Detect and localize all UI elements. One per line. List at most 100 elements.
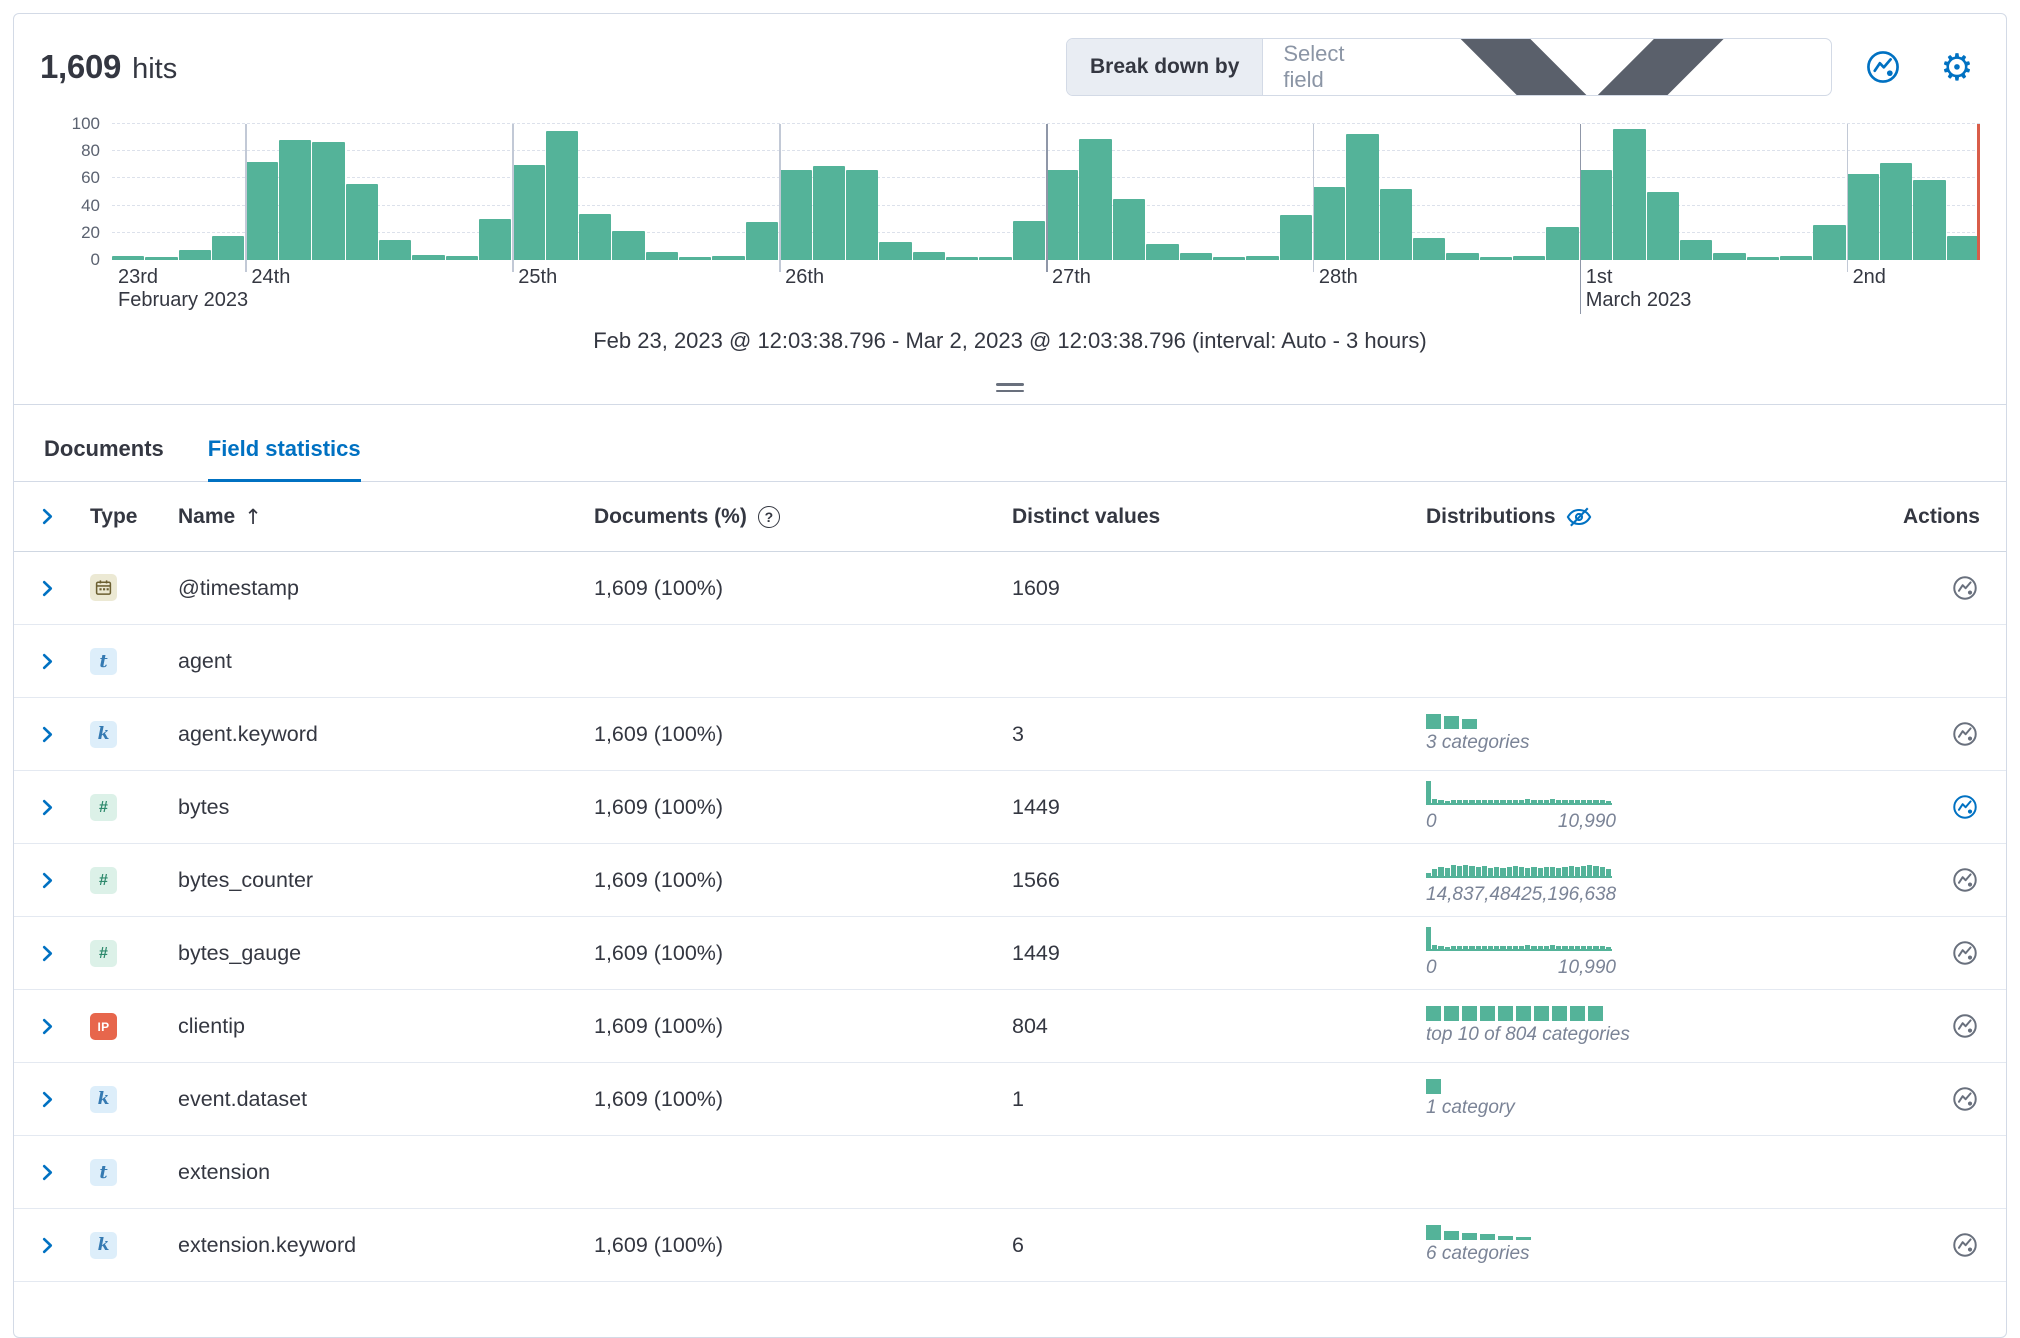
histogram-bar[interactable] — [1746, 257, 1779, 260]
histogram-bar[interactable] — [112, 255, 145, 260]
histogram-bar[interactable] — [245, 162, 278, 260]
histogram-bar[interactable] — [1312, 186, 1346, 260]
histogram-bar[interactable] — [712, 255, 745, 260]
eye-slash-icon[interactable] — [1565, 503, 1593, 531]
histogram-bar[interactable] — [1813, 224, 1846, 260]
chart-stats-button[interactable] — [1860, 44, 1906, 90]
expand-row-button[interactable] — [34, 1086, 60, 1112]
tab-field-statistics[interactable]: Field statistics — [207, 436, 361, 482]
histogram-bar[interactable] — [1479, 257, 1513, 260]
histogram-bar[interactable] — [178, 250, 212, 260]
field-stats-action-button[interactable] — [1950, 573, 1980, 603]
histogram-bar[interactable] — [145, 257, 178, 260]
histogram-bar[interactable] — [1713, 253, 1746, 260]
expand-row-button[interactable] — [34, 1013, 60, 1039]
histogram-bar[interactable] — [1379, 189, 1413, 260]
histogram-bar[interactable] — [1046, 170, 1079, 260]
histogram-bar[interactable] — [512, 164, 545, 260]
distribution-sliver — [1512, 800, 1519, 803]
histogram-bar[interactable] — [1179, 253, 1212, 260]
expand-row-button[interactable] — [34, 940, 60, 966]
histogram-bar[interactable] — [378, 239, 412, 260]
tab-documents[interactable]: Documents — [44, 436, 164, 461]
numeric-distribution[interactable] — [1426, 927, 1612, 951]
histogram-bar[interactable] — [1413, 238, 1446, 260]
histogram-bar[interactable] — [1779, 255, 1813, 260]
histogram-bar[interactable] — [1646, 192, 1679, 260]
field-stats-action-button[interactable] — [1950, 719, 1980, 749]
histogram-bar[interactable] — [1579, 170, 1613, 260]
histogram-bar[interactable] — [412, 254, 445, 260]
histogram-bar[interactable] — [1246, 255, 1279, 260]
histogram-bar[interactable] — [879, 242, 912, 260]
numeric-distribution[interactable] — [1426, 781, 1612, 805]
histogram-bar[interactable] — [1012, 220, 1046, 260]
histogram-bar[interactable] — [1913, 179, 1946, 260]
histogram-bar[interactable] — [1279, 215, 1312, 260]
histogram-bar[interactable] — [1112, 198, 1146, 260]
histogram-bar[interactable] — [579, 213, 612, 260]
histogram-bar[interactable] — [645, 251, 679, 260]
histogram-bar[interactable] — [1346, 133, 1379, 260]
question-circle-icon[interactable]: ? — [757, 505, 780, 528]
histogram-bar[interactable] — [1079, 138, 1112, 260]
chart-options-button[interactable]: ⚙ — [1934, 44, 1980, 90]
table-row: # bytes_counter 1,609 (100%) 1566 14,837,484… — [14, 844, 2006, 917]
histogram-bar[interactable] — [345, 183, 378, 260]
histogram-bar[interactable] — [1679, 239, 1713, 260]
histogram-bar[interactable] — [812, 166, 845, 260]
histogram-bar[interactable] — [445, 255, 478, 260]
histogram-bar[interactable] — [1880, 163, 1913, 260]
histogram-bar[interactable] — [1946, 235, 1980, 260]
histogram-bar[interactable] — [1613, 129, 1646, 260]
histogram-bar[interactable] — [779, 170, 812, 260]
expand-row-button[interactable] — [34, 721, 60, 747]
expand-row-button[interactable] — [34, 867, 60, 893]
category-distribution[interactable] — [1426, 714, 1886, 729]
histogram-bar[interactable] — [945, 257, 979, 260]
category-bar — [1462, 1232, 1477, 1240]
expand-row-button[interactable] — [34, 648, 60, 674]
numeric-distribution[interactable] — [1426, 854, 1612, 878]
histogram-bar[interactable] — [312, 141, 345, 260]
expand-row-button[interactable] — [34, 575, 60, 601]
histogram-bar[interactable] — [612, 231, 645, 260]
field-name: @timestamp — [178, 575, 299, 600]
expand-row-button[interactable] — [34, 1159, 60, 1185]
histogram-bar[interactable] — [1212, 257, 1246, 260]
expand-row-button[interactable] — [34, 1232, 60, 1258]
distribution-max: 10,990 — [1557, 957, 1616, 978]
histogram-bar[interactable] — [1546, 227, 1579, 260]
field-stats-action-button[interactable] — [1950, 938, 1980, 968]
histogram-bar[interactable] — [212, 235, 245, 260]
sort-asc-icon[interactable]: ↑ — [244, 504, 262, 529]
category-bar — [1444, 716, 1459, 729]
field-stats-action-button[interactable] — [1950, 865, 1980, 895]
histogram-bar[interactable] — [745, 221, 779, 260]
histogram-bar[interactable] — [679, 257, 712, 260]
histogram-bar[interactable] — [912, 251, 945, 260]
category-distribution[interactable] — [1426, 1006, 1886, 1021]
category-distribution[interactable] — [1426, 1079, 1886, 1094]
distribution-sliver — [1494, 945, 1500, 949]
field-stats-action-button[interactable] — [1950, 1084, 1980, 1114]
breakdown-field-select[interactable]: Select field — [1263, 39, 1831, 95]
histogram-bar[interactable] — [845, 170, 879, 260]
field-stats-action-button[interactable] — [1950, 1011, 1980, 1041]
resize-handle[interactable] — [996, 379, 1024, 396]
histogram-bar[interactable] — [979, 257, 1012, 260]
field-stats-action-button[interactable] — [1950, 792, 1980, 822]
expand-all-button[interactable] — [34, 504, 60, 530]
histogram-bar[interactable] — [478, 219, 512, 260]
distribution-sliver — [1463, 800, 1469, 803]
col-documents: Documents (%) ? — [594, 505, 1012, 529]
histogram-bar[interactable] — [278, 140, 312, 260]
expand-row-button[interactable] — [34, 794, 60, 820]
histogram-bar[interactable] — [1513, 255, 1546, 260]
histogram-bar[interactable] — [1846, 174, 1880, 260]
field-stats-action-button[interactable] — [1950, 1230, 1980, 1260]
histogram-bar[interactable] — [1446, 253, 1479, 260]
histogram-bar[interactable] — [1146, 243, 1179, 260]
histogram-bar[interactable] — [545, 130, 579, 260]
category-distribution[interactable] — [1426, 1225, 1886, 1240]
